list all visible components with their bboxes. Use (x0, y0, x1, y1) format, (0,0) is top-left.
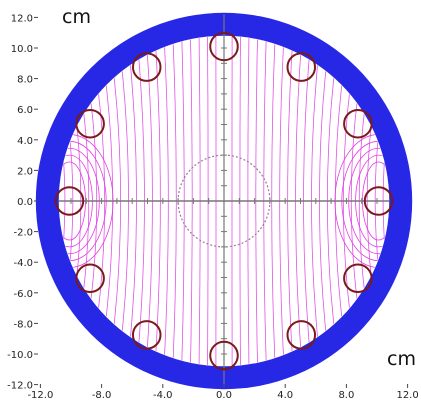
conductor-circle (75, 108, 105, 139)
x-tick-label: -8.0 (92, 390, 112, 401)
conductor-circle (286, 52, 317, 82)
y-tick-label: 6.0 (17, 105, 33, 116)
x-tick-label: -4.0 (153, 390, 173, 401)
y-tick-label: 12.0 (11, 13, 33, 24)
x-tick-label: 4.0 (277, 390, 293, 401)
conductor-circle (343, 263, 373, 294)
axes (58, 14, 390, 388)
conductor-circle (75, 263, 105, 294)
y-tick-label: 8.0 (17, 75, 33, 86)
conductors (54, 31, 394, 371)
conductor-circle (131, 52, 162, 82)
x-tick-label: 12.0 (396, 390, 418, 401)
conductor-circle (209, 31, 239, 62)
conductor-circle (343, 108, 373, 139)
y-tick-label: -10.0 (7, 350, 33, 361)
x-tick-label: 8.0 (338, 390, 354, 401)
y-tick-label: -2.0 (13, 228, 33, 239)
x-axis-ticks: -12.0 -8.0 -4.0 0.0 4.0 8.0 12.0 (27, 384, 419, 401)
y-tick-label: 4.0 (17, 136, 33, 147)
x-tick-label: 0.0 (216, 390, 232, 401)
unit-label-bottom: cm (387, 348, 416, 370)
y-tick-label: 2.0 (17, 166, 33, 177)
y-tick-label: 10.0 (11, 44, 33, 55)
conductor-circle (286, 320, 317, 350)
reference-circle (177, 154, 271, 248)
y-tick-label: -8.0 (13, 319, 33, 330)
y-tick-label: -12.0 (7, 381, 33, 392)
y-tick-label: -6.0 (13, 289, 33, 300)
conductor-circle (363, 186, 394, 216)
y-axis-ticks: 12.0 10.0 8.0 6.0 4.0 2.0 0.0 -2.0 -4.0 -6.0 -8.0 -… (7, 13, 38, 392)
x-tick-label: -12.0 (27, 390, 53, 401)
y-tick-label: -4.0 (13, 258, 33, 269)
y-tick-label: 0.0 (17, 197, 33, 208)
conductor-circle (131, 320, 162, 350)
unit-label-top: cm (62, 6, 91, 28)
conductor-circle (54, 186, 85, 216)
conductor-circle (209, 340, 239, 371)
